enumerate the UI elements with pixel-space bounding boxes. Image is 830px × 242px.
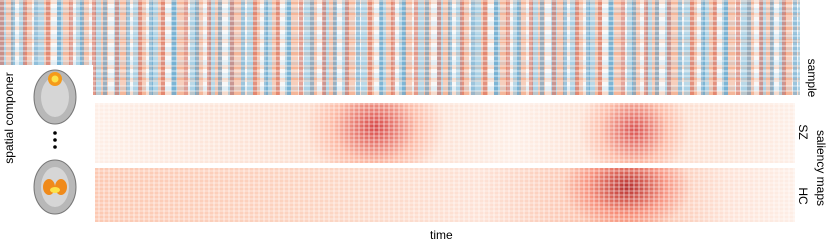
dot xyxy=(53,138,57,142)
spatial-label: spatial componer xyxy=(2,72,16,164)
sz-saliency-map xyxy=(95,103,795,163)
brain-icons xyxy=(33,69,77,215)
spatial-panel xyxy=(0,65,93,242)
activation-core xyxy=(51,75,59,83)
hc-saliency-map xyxy=(95,168,795,222)
sample-heatmap xyxy=(0,0,800,95)
brain-inner xyxy=(41,77,69,117)
saliency-label: saliency maps xyxy=(814,129,828,207)
dot xyxy=(53,131,57,135)
sample-label: sample xyxy=(805,58,819,98)
sz-label: SZ xyxy=(796,124,810,140)
time-label: time xyxy=(430,228,453,242)
activation-core xyxy=(50,187,60,193)
dot xyxy=(53,145,57,149)
hc-label: HC xyxy=(796,187,810,205)
